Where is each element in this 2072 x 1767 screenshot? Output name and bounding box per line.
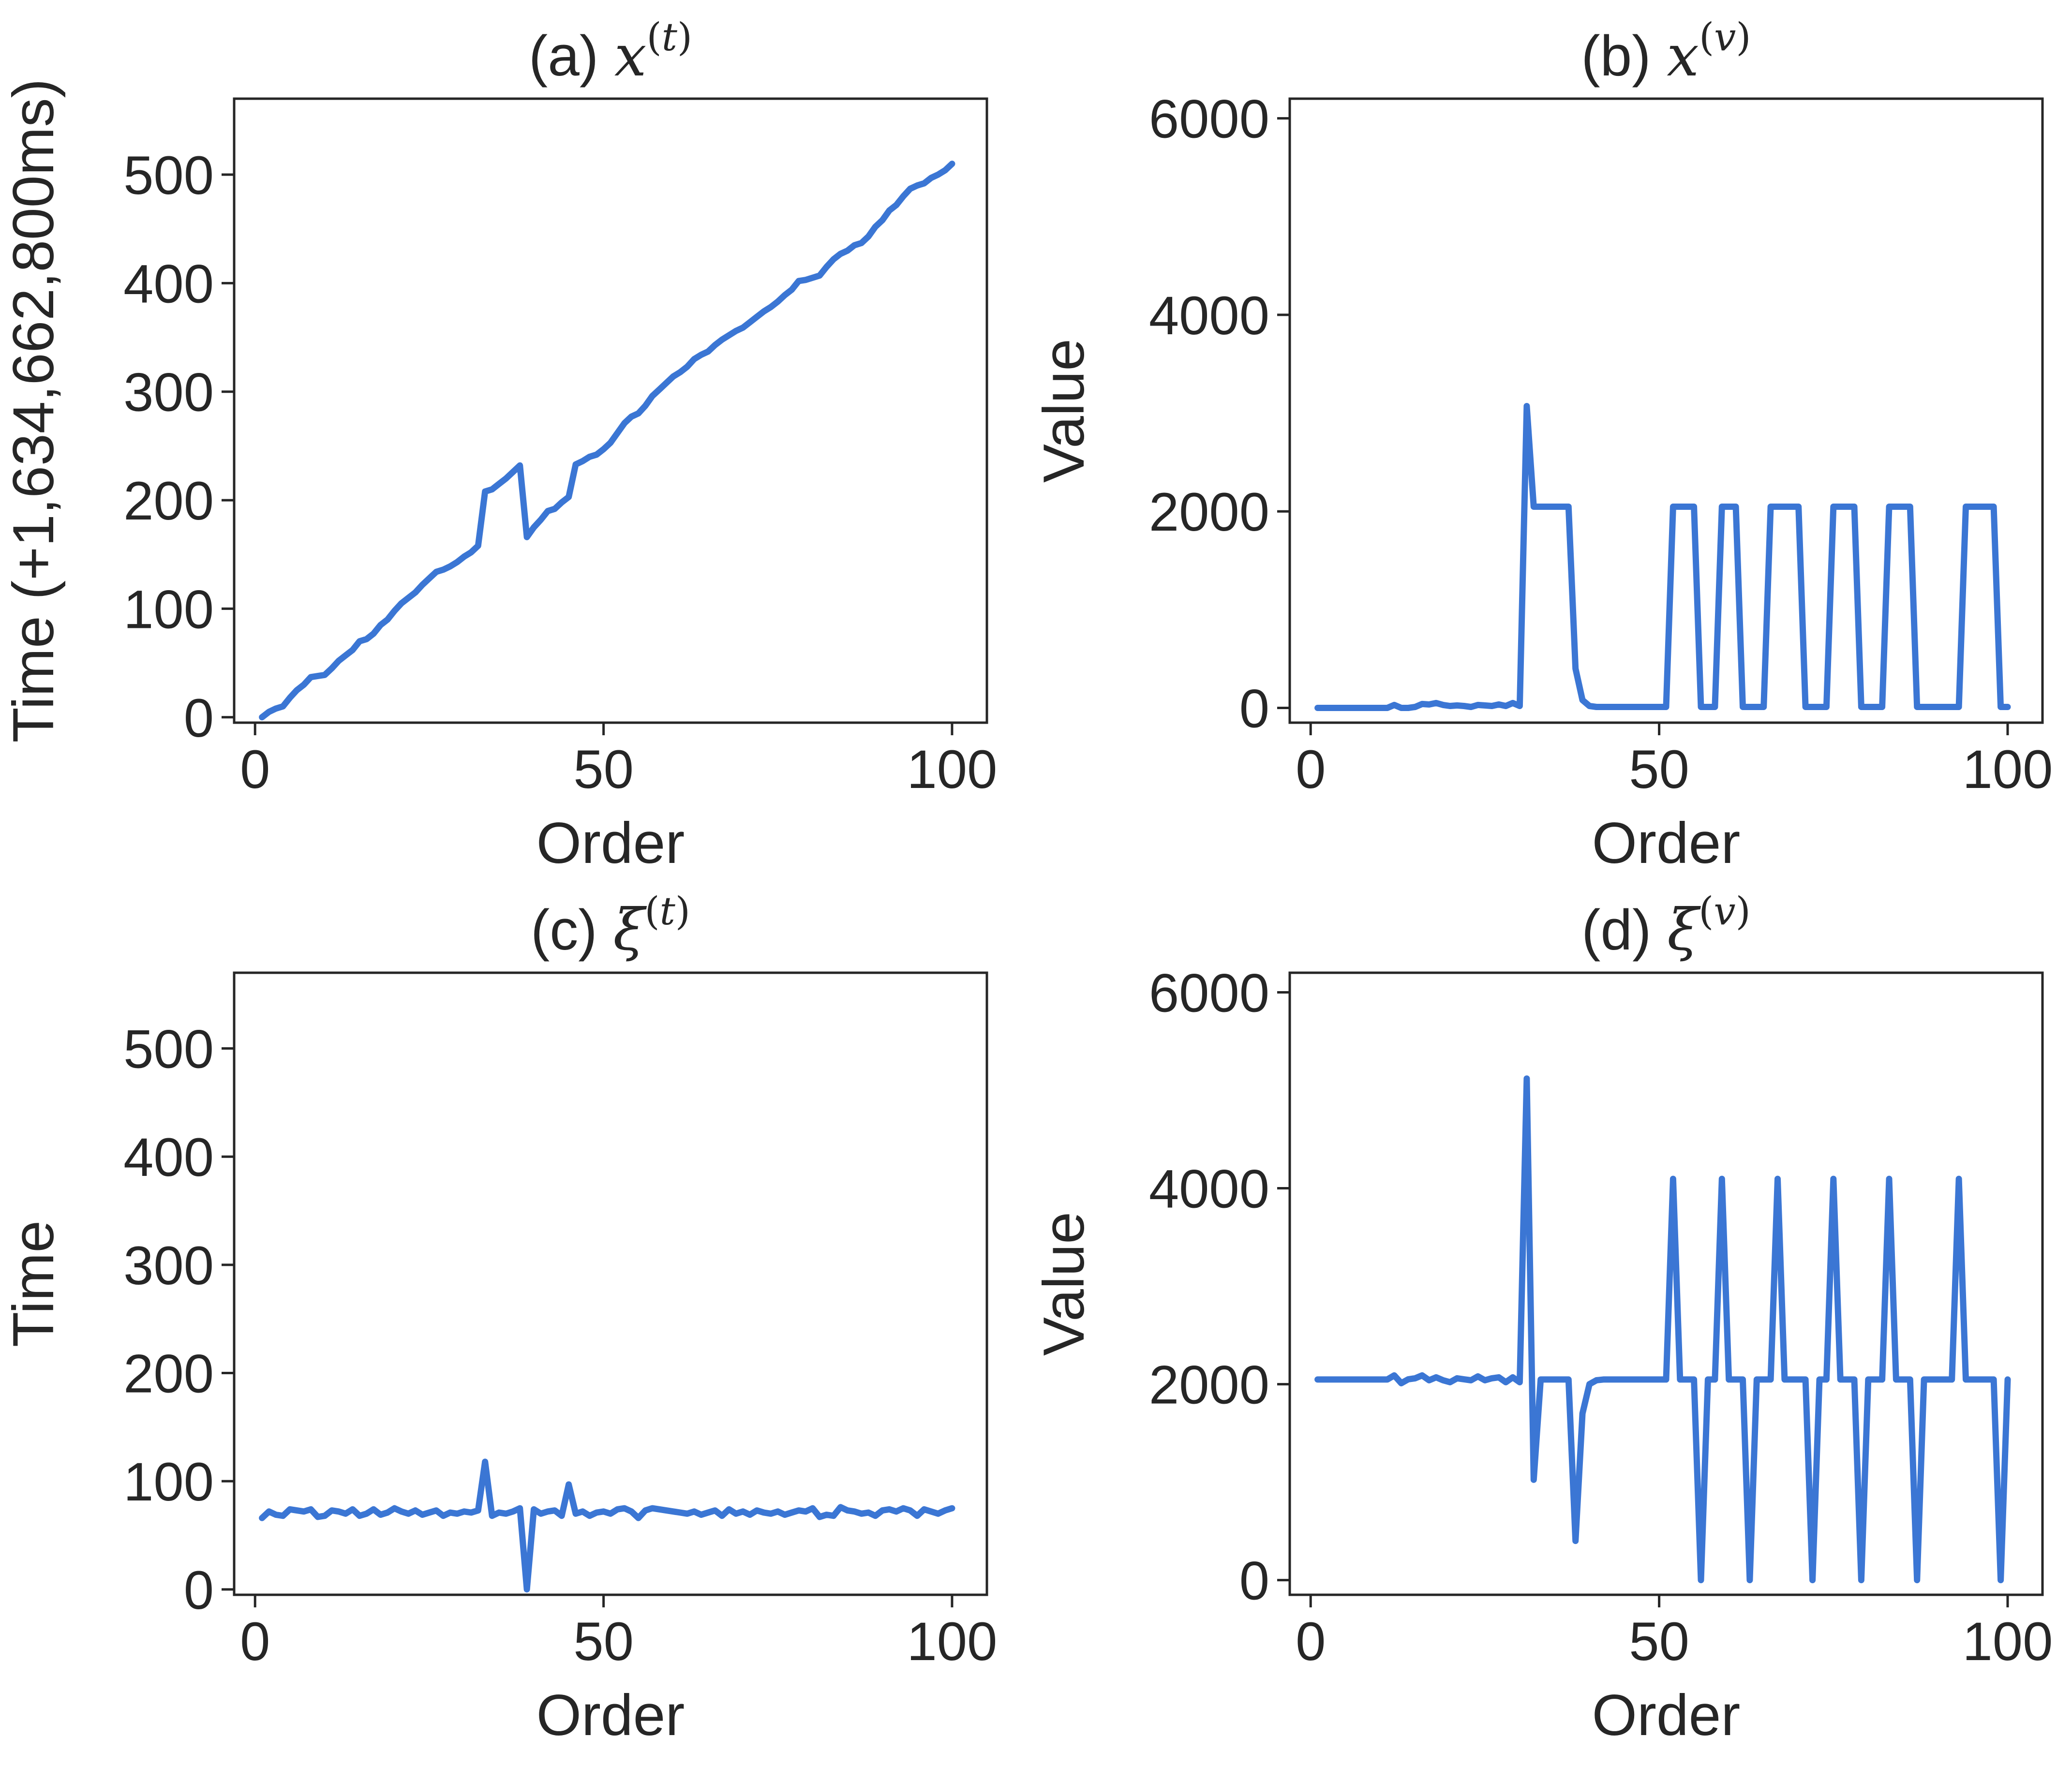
y-axis-label-b: Value [1031,339,1096,483]
x-tick-label-a-1: 50 [573,739,634,800]
x-tick-label-a-2: 100 [907,739,998,800]
plot-frame-a [233,97,988,724]
title-symbol-c: ξ [613,896,647,963]
y-tick-label-c-3: 300 [123,1235,214,1296]
chart-title-c: (c) ξ(t) [531,889,690,963]
panel-c: 0 50 100 0 100 200 300 400 500 Order Time (c) ξ(t) [1,889,997,1748]
x-tick-label-d-2: 100 [1963,1611,2053,1672]
title-sup-open-d: ( [1699,889,1714,934]
y-tick-label-a-3: 300 [123,362,214,423]
x-axis-label-b: Order [1592,811,1741,876]
plot-frame-d [1288,971,2044,1596]
title-prefix-c: (c) [531,898,613,962]
chart-title-a: (a) x(t) [529,15,692,89]
title-sup-close-d: ) [1736,889,1751,934]
x-axis-label-c: Order [537,1683,685,1748]
title-superscript-a: t [662,15,678,59]
title-symbol-a: x [614,22,647,89]
x-tick-label-a-0: 0 [240,739,270,800]
y-tick-label-d-1: 2000 [1149,1355,1269,1415]
panel-b: 0 50 100 0 2000 4000 6000 Order Value (b) x(v) [1031,15,2053,876]
title-superscript-c: t [660,889,676,934]
title-prefix-d: (d) [1581,898,1667,962]
title-superscript-b: v [1714,15,1736,59]
y-tick-label-c-0: 0 [184,1560,214,1620]
y-tick-label-a-2: 200 [123,471,214,531]
y-tick-label-b-0: 0 [1239,679,1269,739]
x-tick-label-b-1: 50 [1629,739,1689,800]
x-tick-label-c-0: 0 [240,1611,270,1672]
y-tick-label-b-3: 6000 [1149,89,1269,149]
title-superscript-d: v [1714,889,1735,934]
chart-title-d: (d) ξ(v) [1581,889,1751,963]
y-tick-label-b-2: 4000 [1149,285,1269,346]
title-sup-close-a: ) [677,15,692,59]
series-line-d-0 [1314,1075,2011,1584]
x-tick-label-b-2: 100 [1963,739,2053,800]
title-symbol-b: x [1667,22,1699,89]
y-tick-label-c-5: 500 [123,1019,214,1080]
y-axis-label-d: Value [1031,1212,1096,1356]
series-line-a-0 [259,161,955,721]
title-sup-open-b: ( [1699,15,1714,59]
x-tick-label-c-1: 50 [573,1611,634,1672]
plot-frame-c [233,971,988,1596]
y-tick-label-d-3: 6000 [1149,963,1269,1024]
series-line-c-0 [259,1458,955,1593]
y-tick-label-c-2: 200 [123,1344,214,1404]
title-prefix-a: (a) [529,24,614,88]
y-tick-label-d-0: 0 [1239,1551,1269,1611]
y-tick-label-c-1: 100 [123,1452,214,1512]
panel-a: 0 50 100 0 100 200 300 400 500 Order Time (+1,634,… [1,15,997,876]
x-axis-label-d: Order [1592,1683,1741,1748]
y-axis-label-c: Time [1,1220,66,1347]
y-tick-label-d-2: 4000 [1149,1159,1269,1219]
x-tick-label-c-2: 100 [907,1611,998,1672]
x-tick-label-d-1: 50 [1629,1611,1689,1672]
x-tick-label-b-0: 0 [1296,739,1326,800]
y-axis-label-a: Time (+1,634,662,800ms) [1,79,66,743]
y-tick-label-a-0: 0 [184,688,214,748]
title-prefix-b: (b) [1581,24,1667,88]
x-axis-label-a: Order [537,811,685,876]
y-tick-label-a-1: 100 [123,579,214,639]
chart-title-b: (b) x(v) [1581,15,1751,89]
x-tick-label-d-0: 0 [1296,1611,1326,1672]
y-tick-label-a-4: 400 [123,253,214,314]
title-sup-open-c: ( [644,889,659,934]
panel-d: 0 50 100 0 2000 4000 6000 Order Value (d) ξ(v) [1031,889,2053,1748]
y-tick-label-a-5: 500 [123,145,214,206]
title-sup-open-a: ( [646,15,661,59]
title-sup-close-b: ) [1736,15,1751,59]
series-line-b-0 [1314,403,2011,711]
y-tick-label-c-4: 400 [123,1127,214,1188]
title-symbol-d: ξ [1667,896,1701,963]
plot-frame-b [1288,97,2044,724]
y-tick-label-b-1: 2000 [1149,482,1269,542]
title-sup-close-c: ) [675,889,690,934]
